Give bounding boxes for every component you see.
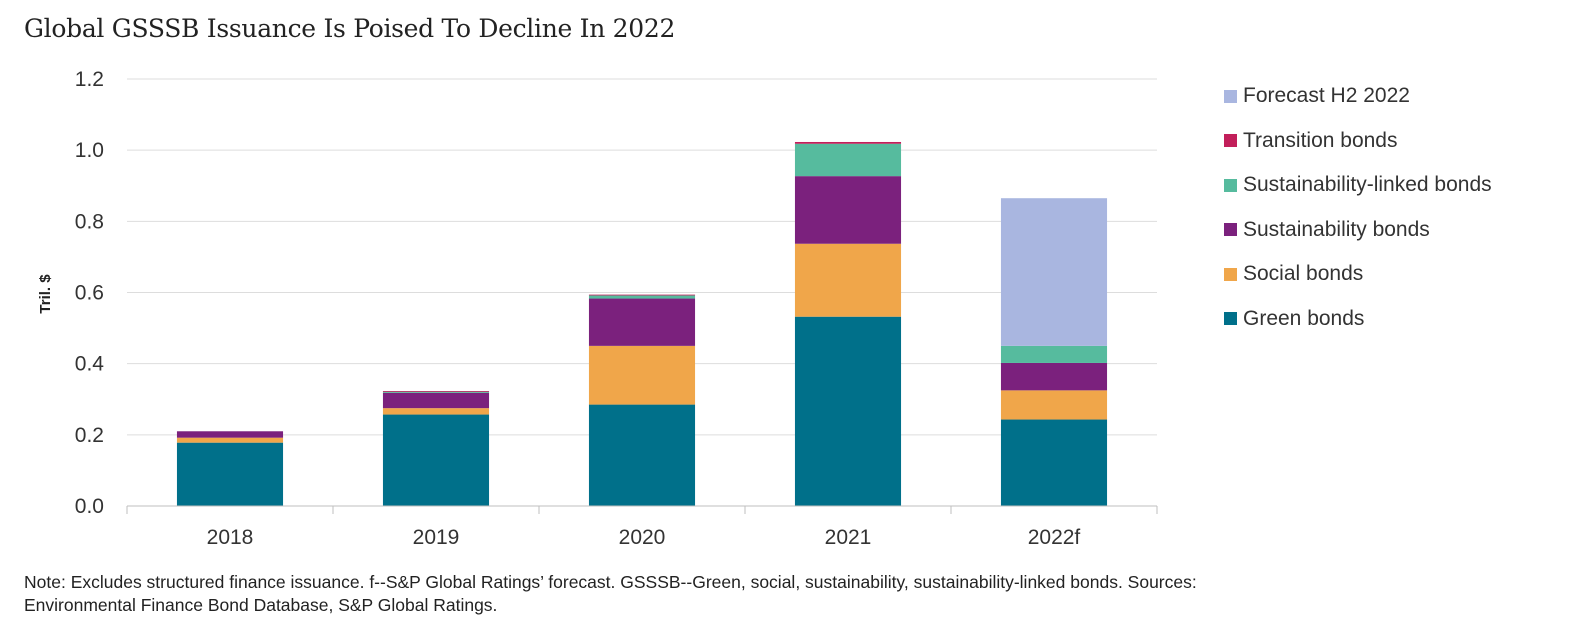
bar-sustainability-linked-bonds-2021	[794, 143, 902, 177]
legend-swatch	[1224, 178, 1237, 192]
chart-note: Note: Excludes structured finance issuan…	[24, 572, 1197, 615]
bar-sustainability-linked-bonds-2022f	[1000, 345, 1108, 363]
legend-label: Social bonds	[1243, 262, 1364, 286]
bar-green-bonds-2018	[176, 442, 284, 506]
x-tick-label: 2022f	[1028, 526, 1081, 549]
legend-label: Green bonds	[1243, 306, 1365, 330]
bar-social-bonds-2018	[176, 437, 284, 443]
y-tick-label: 0.0	[75, 495, 104, 518]
legend-label: Forecast H2 2022	[1243, 84, 1410, 108]
y-tick-label: 1.2	[75, 68, 104, 91]
legend-item: Transition bonds	[1224, 119, 1492, 164]
legend-label: Transition bonds	[1243, 128, 1398, 152]
legend-item: Green bonds	[1224, 297, 1492, 342]
legend-item: Social bonds	[1224, 252, 1492, 297]
bar-sustainability-bonds-2022f	[1000, 362, 1108, 391]
bar-sustainability-bonds-2019	[382, 392, 490, 409]
bar-green-bonds-2020	[588, 404, 696, 506]
y-tick-label: 0.2	[75, 424, 104, 447]
legend: Forecast H2 2022 Transition bonds Sustaina…	[1224, 74, 1492, 341]
legend-swatch	[1224, 134, 1237, 148]
legend-item: Sustainability-linked bonds	[1224, 163, 1492, 208]
bar-green-bonds-2022f	[1000, 419, 1108, 506]
legend-item: Sustainability bonds	[1224, 208, 1492, 253]
bar-green-bonds-2019	[382, 414, 490, 506]
bar-transition-bonds-2019	[382, 391, 490, 392]
x-tick-label: 2019	[413, 526, 460, 549]
x-tick-label: 2020	[619, 526, 666, 549]
legend-label: Sustainability-linked bonds	[1243, 173, 1492, 197]
bar-social-bonds-2020	[588, 345, 696, 405]
legend-item: Forecast H2 2022	[1224, 74, 1492, 119]
bar-transition-bonds-2021	[794, 141, 902, 144]
legend-swatch	[1224, 267, 1237, 281]
bar-social-bonds-2019	[382, 408, 490, 415]
bar-sustainability-linked-bonds-2020	[588, 295, 696, 299]
legend-swatch	[1224, 312, 1237, 326]
bar-green-bonds-2021	[794, 316, 902, 506]
bar-sustainability-bonds-2020	[588, 298, 696, 346]
x-tick-label: 2021	[825, 526, 872, 549]
y-axis-label: Tril. $	[37, 274, 54, 314]
x-tick-label: 2018	[207, 526, 254, 549]
legend-swatch	[1224, 89, 1237, 103]
y-tick-label: 0.8	[75, 210, 104, 233]
bar-transition-bonds-2020	[588, 294, 696, 296]
y-tick-label: 0.4	[75, 353, 105, 376]
bar-social-bonds-2021	[794, 243, 902, 317]
legend-label: Sustainability bonds	[1243, 217, 1430, 241]
bar-forecast-h2-2022-2022f	[1000, 198, 1108, 346]
legend-swatch	[1224, 223, 1237, 237]
y-tick-label: 0.6	[75, 282, 104, 305]
chart-title: Global GSSSB Issuance Is Poised To Decli…	[24, 14, 676, 43]
bar-sustainability-linked-bonds-2019	[382, 391, 490, 393]
bar-sustainability-bonds-2018	[176, 431, 284, 438]
bar-social-bonds-2022f	[1000, 390, 1108, 420]
bar-sustainability-bonds-2021	[794, 176, 902, 244]
y-tick-label: 1.0	[75, 139, 104, 162]
